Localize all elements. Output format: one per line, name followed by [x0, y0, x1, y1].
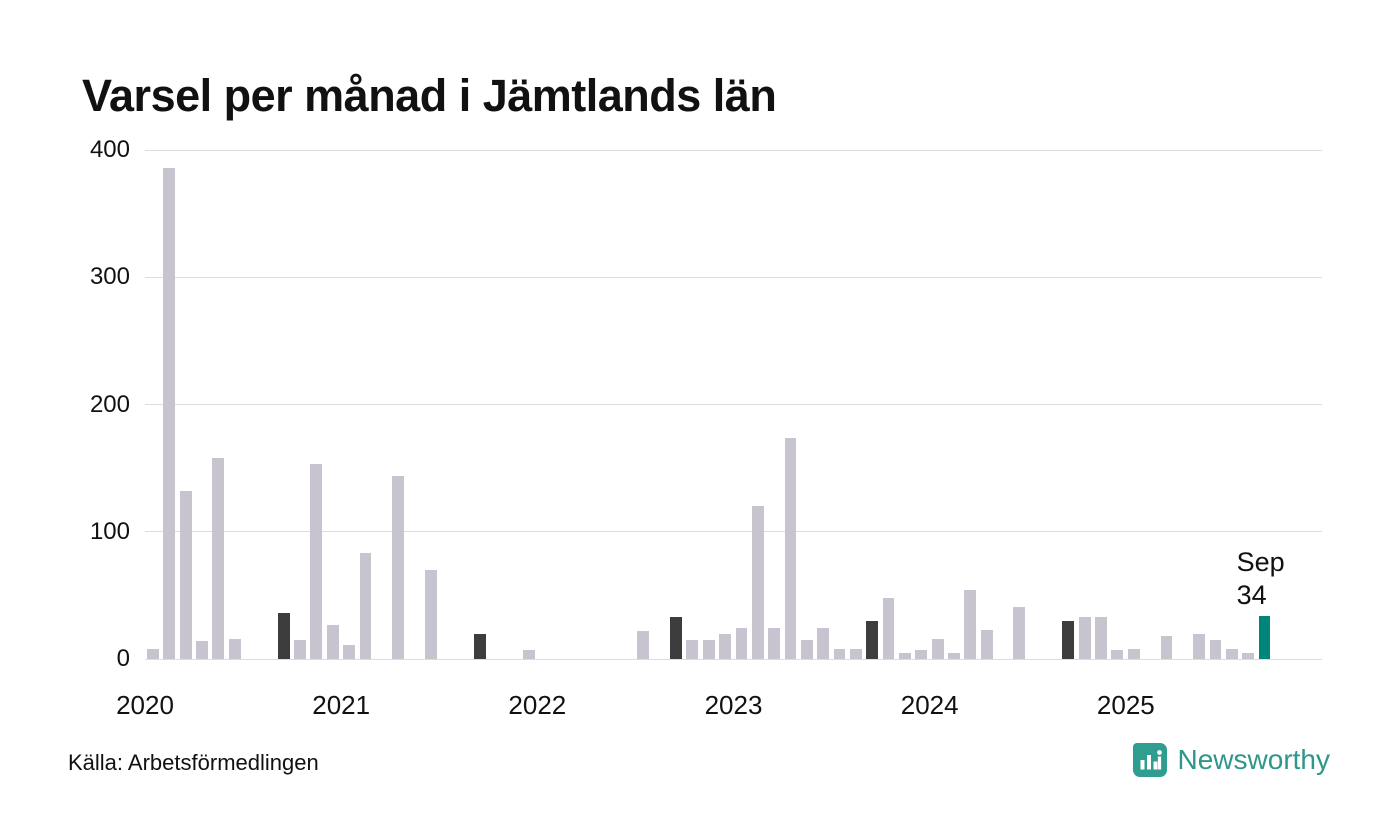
bar [1078, 617, 1091, 659]
bar [931, 638, 944, 659]
bar [522, 650, 535, 659]
bar [1095, 617, 1107, 659]
bar [637, 631, 650, 659]
bar [817, 628, 830, 659]
bar [948, 652, 960, 659]
annotation-value: 34 [1236, 579, 1267, 610]
bar [898, 652, 911, 659]
bar [424, 569, 437, 659]
newsworthy-wordmark: Newsworthy [1177, 744, 1330, 775]
x-axis-tick-label: 2020 [116, 690, 174, 720]
y-axis-tick-label: 100 [89, 517, 130, 545]
bar [1242, 652, 1255, 659]
bar [800, 639, 813, 659]
bar-september [1062, 620, 1075, 659]
newsworthy-logo-icon [1132, 743, 1167, 777]
bar [196, 641, 208, 659]
bar [1160, 636, 1173, 659]
bar [719, 633, 731, 659]
bar [163, 167, 176, 659]
x-axis-tick-label: 2021 [312, 690, 371, 720]
y-axis-tick-label: 400 [89, 136, 130, 163]
bar [147, 648, 159, 659]
bar [343, 645, 355, 659]
chart-title: Varsel per månad i Jämtlands län [82, 70, 777, 121]
bar [179, 491, 192, 659]
bar [784, 437, 797, 659]
bar [294, 639, 306, 659]
bar-current-month [1258, 615, 1271, 659]
gridline [145, 658, 1322, 660]
x-axis-tick-label: 2025 [1096, 690, 1155, 720]
bar [1193, 633, 1206, 659]
latest-value-annotation: Sep 34 [1237, 546, 1285, 612]
x-axis-tick-label: 2024 [900, 690, 959, 720]
bar [735, 628, 748, 659]
bar-september [670, 617, 682, 659]
bar [310, 464, 323, 659]
gridline [145, 404, 1322, 405]
y-axis-tick-label: 200 [89, 390, 130, 418]
x-axis-tick-label: 2023 [704, 690, 763, 720]
bar-september [473, 633, 486, 659]
bar [751, 506, 764, 659]
bar [1225, 648, 1238, 659]
gridline [145, 531, 1322, 533]
bar [980, 629, 993, 659]
gridline [145, 149, 1322, 151]
bar [686, 639, 699, 659]
annotation-month: Sep [1236, 546, 1285, 577]
x-axis-tick-label: 2022 [508, 690, 567, 720]
bar-september [866, 620, 879, 659]
bar [1127, 648, 1140, 659]
bar [833, 648, 846, 659]
bar [964, 590, 977, 659]
bar [915, 650, 928, 659]
bar [882, 597, 895, 659]
bar [768, 628, 781, 659]
newsworthy-brand: Newsworthy [1132, 742, 1330, 778]
bar [392, 475, 405, 659]
bar [228, 638, 241, 659]
bar [326, 624, 339, 659]
bar [359, 553, 372, 659]
gridline [145, 276, 1322, 278]
bar [849, 648, 862, 659]
bar [212, 457, 225, 659]
bar [1209, 639, 1222, 659]
bar-september [277, 613, 290, 659]
y-axis-tick-label: 0 [116, 645, 130, 672]
bar [1111, 650, 1124, 659]
bar [1013, 606, 1026, 659]
y-axis-tick-label: 300 [89, 263, 130, 291]
bar [702, 639, 715, 659]
source-caption: Källa: Arbetsförmedlingen [68, 750, 319, 775]
